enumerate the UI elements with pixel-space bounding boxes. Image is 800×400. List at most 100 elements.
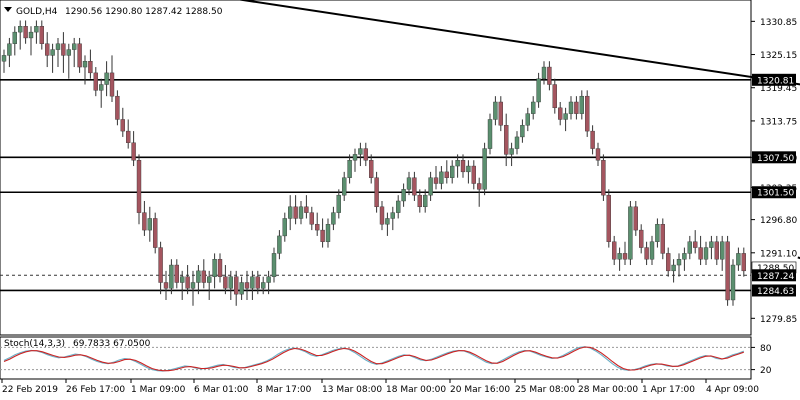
candle xyxy=(520,119,525,143)
candle xyxy=(277,230,282,260)
candle xyxy=(331,206,336,231)
candle xyxy=(325,218,331,248)
candle xyxy=(66,43,72,79)
candle xyxy=(142,200,147,236)
candle xyxy=(709,235,714,260)
candle xyxy=(309,206,314,231)
candle xyxy=(174,259,180,289)
candle xyxy=(622,241,628,266)
candle xyxy=(639,224,644,254)
candle xyxy=(50,43,55,73)
price-tick-label: 1313.75 xyxy=(760,117,797,127)
candle xyxy=(261,276,266,295)
candle xyxy=(358,142,363,167)
candle xyxy=(12,26,18,56)
candle xyxy=(201,259,207,289)
time-tick-label: 22 Feb 2019 xyxy=(2,385,58,395)
stoch-label: Stoch(14,3,3) xyxy=(4,339,65,349)
candle xyxy=(423,189,428,213)
candle xyxy=(34,20,39,44)
candle xyxy=(493,96,498,126)
trendlines-layer xyxy=(182,0,800,260)
candle xyxy=(406,171,412,196)
candle xyxy=(223,265,228,295)
time-tick-label: 8 Mar 17:00 xyxy=(257,385,312,395)
time-tick-label: 1 Mar 09:00 xyxy=(131,385,186,395)
candle xyxy=(352,148,358,172)
candle xyxy=(531,96,536,120)
candles-layer xyxy=(1,20,746,306)
candle xyxy=(541,61,547,85)
candle xyxy=(741,247,746,277)
candle xyxy=(714,235,719,266)
candle xyxy=(682,247,687,271)
candle xyxy=(282,212,287,242)
candle xyxy=(293,195,298,225)
candle xyxy=(579,90,584,120)
candle xyxy=(28,26,34,56)
time-tick-label: 28 Mar 00:00 xyxy=(578,385,638,395)
candle xyxy=(185,265,190,295)
candle xyxy=(71,37,77,68)
candle xyxy=(288,195,293,231)
level-tag-text-0: 1320.81 xyxy=(757,76,794,86)
candle xyxy=(482,142,487,196)
stoch-axis: 80 20 xyxy=(751,344,772,376)
candle xyxy=(196,265,201,295)
candle xyxy=(163,270,169,300)
candle xyxy=(477,177,482,207)
candle xyxy=(390,206,395,231)
candle xyxy=(617,247,622,271)
candle xyxy=(687,235,692,260)
candle xyxy=(433,166,439,190)
candle xyxy=(450,160,455,184)
candle xyxy=(590,125,595,155)
candle xyxy=(244,270,250,300)
candle xyxy=(385,212,390,236)
candle xyxy=(7,37,12,68)
candle xyxy=(342,171,347,201)
candle xyxy=(45,32,50,68)
candle xyxy=(336,189,341,219)
candle xyxy=(444,160,449,184)
candle xyxy=(206,270,212,300)
candle xyxy=(217,253,223,283)
symbol-dropdown-icon[interactable] xyxy=(4,7,12,12)
candle xyxy=(439,166,444,190)
stoch-lines-layer xyxy=(0,346,751,372)
candle xyxy=(633,200,638,236)
candle xyxy=(131,131,136,167)
candle xyxy=(239,276,244,300)
candle xyxy=(212,253,217,289)
candle xyxy=(487,113,493,155)
time-tick-label: 6 Mar 01:00 xyxy=(194,385,249,395)
candle xyxy=(498,96,503,132)
candle xyxy=(18,20,23,50)
candle xyxy=(660,218,665,260)
trendline-0[interactable] xyxy=(182,0,800,120)
candle xyxy=(152,212,158,254)
candle xyxy=(82,55,88,85)
candle xyxy=(428,171,433,201)
candle xyxy=(320,218,325,248)
candle xyxy=(298,200,304,225)
candle xyxy=(595,142,601,167)
candle xyxy=(536,72,541,108)
candle xyxy=(676,253,682,277)
candle xyxy=(412,171,417,201)
candle xyxy=(720,235,725,271)
candle xyxy=(585,90,590,137)
candle xyxy=(703,241,709,266)
stoch-panel: 80 20 Stoch(14,3,3) 69.7833 67.0500 xyxy=(0,336,772,380)
price-panel: 1330.851325.151319.451313.751307.501302.… xyxy=(0,0,800,336)
candle xyxy=(23,20,28,44)
candle xyxy=(179,270,185,300)
stoch-panel-frame xyxy=(0,336,752,380)
candle xyxy=(552,78,557,114)
candle xyxy=(666,247,671,277)
time-tick-label: 25 Mar 08:00 xyxy=(515,385,575,395)
candle xyxy=(568,96,574,120)
candle xyxy=(563,107,568,132)
candle xyxy=(396,195,401,219)
